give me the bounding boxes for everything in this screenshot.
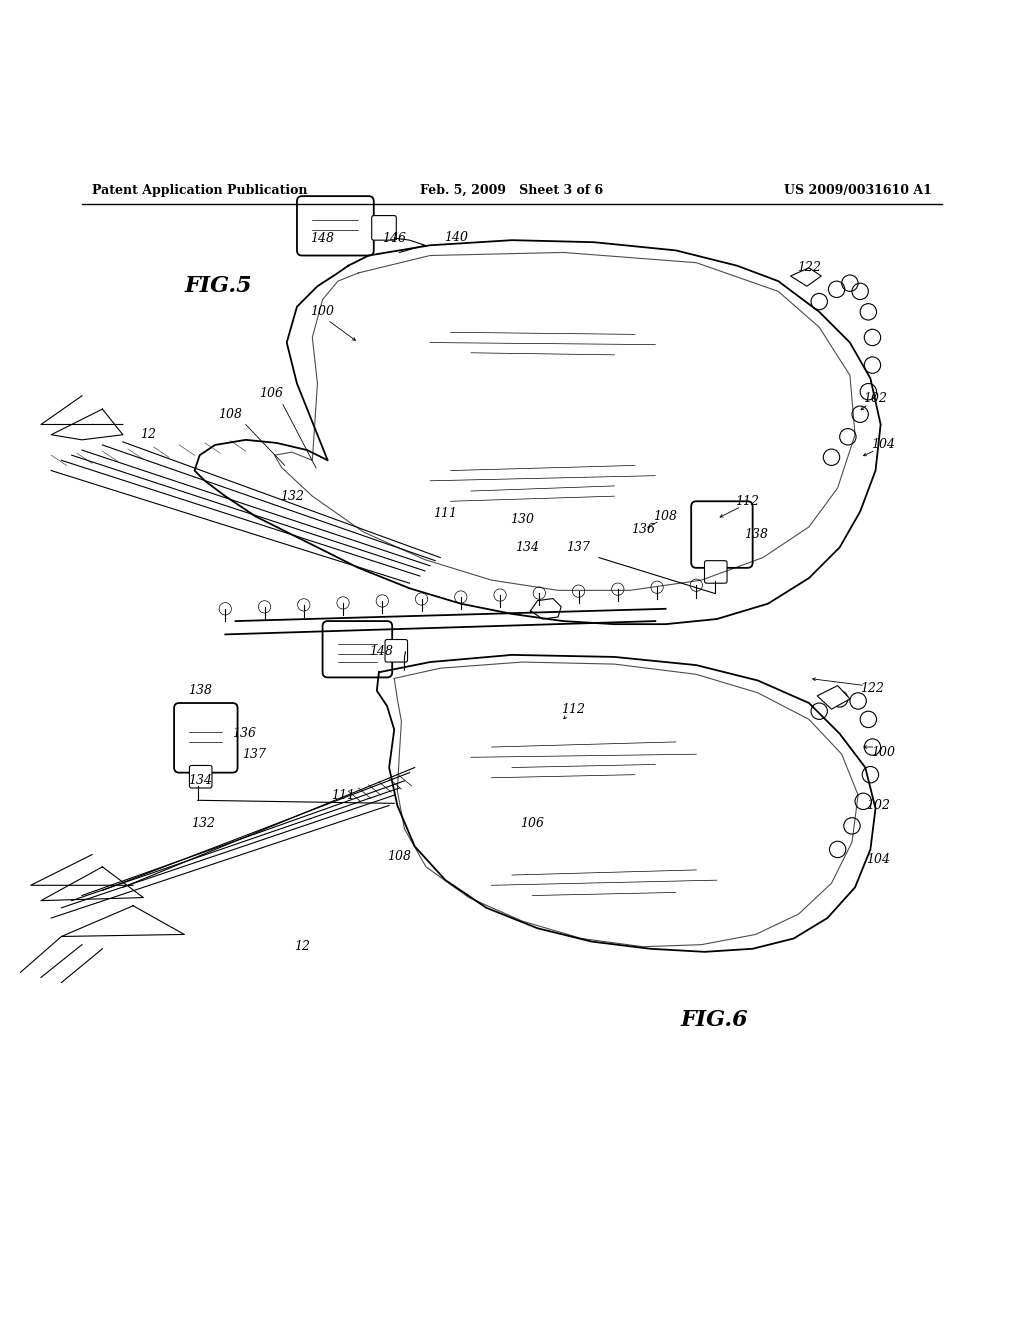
- FancyBboxPatch shape: [372, 215, 396, 240]
- Text: 100: 100: [870, 746, 895, 759]
- Text: Patent Application Publication: Patent Application Publication: [92, 183, 307, 197]
- Text: 108: 108: [653, 510, 678, 523]
- Text: 102: 102: [866, 799, 891, 812]
- Text: 134: 134: [515, 541, 540, 554]
- FancyBboxPatch shape: [189, 766, 212, 788]
- Text: 146: 146: [382, 231, 407, 244]
- Text: 12: 12: [294, 940, 310, 953]
- Text: FIG.5: FIG.5: [184, 276, 252, 297]
- Text: 148: 148: [369, 645, 393, 659]
- Text: 106: 106: [259, 387, 284, 400]
- Text: 136: 136: [631, 524, 655, 536]
- Text: 132: 132: [190, 817, 215, 830]
- Text: 134: 134: [187, 775, 212, 787]
- Text: 104: 104: [870, 438, 895, 451]
- Text: 12: 12: [140, 428, 157, 441]
- Text: 138: 138: [743, 528, 768, 541]
- Text: 111: 111: [433, 507, 458, 520]
- Polygon shape: [817, 685, 850, 709]
- Text: 132: 132: [280, 490, 304, 503]
- Text: 137: 137: [242, 747, 266, 760]
- Text: 138: 138: [187, 684, 212, 697]
- Text: 140: 140: [443, 231, 468, 244]
- Text: 104: 104: [866, 853, 891, 866]
- Text: 108: 108: [218, 408, 243, 421]
- Text: 137: 137: [566, 541, 591, 554]
- Text: 122: 122: [860, 682, 885, 696]
- Text: US 2009/0031610 A1: US 2009/0031610 A1: [784, 183, 932, 197]
- FancyBboxPatch shape: [323, 622, 392, 677]
- Text: 108: 108: [387, 850, 412, 863]
- FancyBboxPatch shape: [174, 704, 238, 772]
- Text: 112: 112: [735, 495, 760, 508]
- Polygon shape: [791, 268, 821, 286]
- Text: 111: 111: [331, 788, 355, 801]
- FancyBboxPatch shape: [385, 639, 408, 663]
- Text: 100: 100: [310, 305, 335, 318]
- Text: 112: 112: [561, 702, 586, 715]
- Text: 102: 102: [863, 392, 888, 405]
- Text: 122: 122: [797, 261, 821, 275]
- Text: 106: 106: [520, 817, 545, 830]
- Text: FIG.6: FIG.6: [681, 1010, 749, 1031]
- FancyBboxPatch shape: [691, 502, 753, 568]
- Text: 136: 136: [231, 727, 256, 741]
- FancyBboxPatch shape: [297, 197, 374, 256]
- Text: Feb. 5, 2009   Sheet 3 of 6: Feb. 5, 2009 Sheet 3 of 6: [421, 183, 603, 197]
- Text: 148: 148: [310, 231, 335, 244]
- FancyBboxPatch shape: [705, 561, 727, 583]
- Text: 130: 130: [510, 513, 535, 527]
